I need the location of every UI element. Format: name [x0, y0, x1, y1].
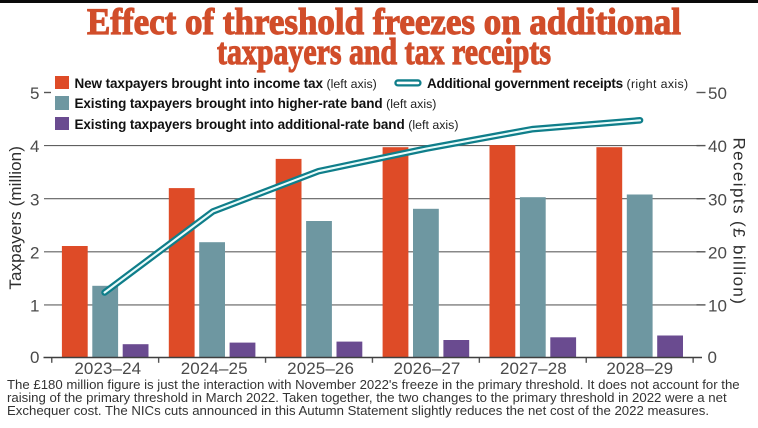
svg-text:10: 10 [708, 297, 727, 316]
svg-text:Effect of threshold freezes on: Effect of threshold freezes on additiona… [87, 2, 681, 43]
svg-text:2027–28: 2027–28 [500, 359, 567, 378]
svg-text:2028–29: 2028–29 [606, 359, 673, 378]
svg-text:3: 3 [30, 190, 39, 209]
svg-text:2: 2 [30, 243, 39, 262]
svg-text:20: 20 [708, 243, 727, 262]
svg-text:0: 0 [30, 348, 39, 367]
svg-text:2025–26: 2025–26 [287, 359, 354, 378]
svg-text:4: 4 [30, 137, 39, 156]
svg-text:5: 5 [30, 84, 39, 103]
svg-text:Taxpayers (million): Taxpayers (million) [6, 146, 25, 290]
svg-text:Receipts (£ billion): Receipts (£ billion) [730, 138, 749, 306]
svg-text:1: 1 [30, 297, 39, 316]
svg-text:0: 0 [708, 348, 717, 367]
svg-text:40: 40 [708, 137, 727, 156]
svg-text:2024–25: 2024–25 [181, 359, 248, 378]
svg-text:50: 50 [708, 84, 727, 103]
svg-text:taxpayers and tax receipts: taxpayers and tax receipts [217, 32, 551, 73]
svg-text:30: 30 [708, 190, 727, 209]
svg-text:2023–24: 2023–24 [74, 359, 141, 378]
svg-text:2026–27: 2026–27 [394, 359, 461, 378]
